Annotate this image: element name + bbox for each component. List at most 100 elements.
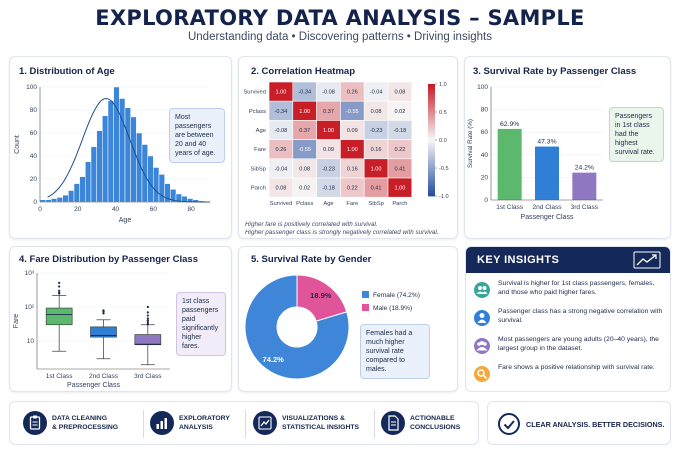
- outlier-point: [102, 309, 105, 312]
- outlier-point: [58, 285, 61, 288]
- heatmap-col-label: Fare: [346, 201, 358, 207]
- fare-distribution-panel: 4. Fare Distribution by Passenger Class …: [9, 246, 232, 392]
- heatmap-cell-label: -0.23: [322, 166, 335, 172]
- colorbar-segment: [428, 190, 435, 194]
- heatmap-col-label: Parch: [392, 201, 407, 207]
- histogram-bar: [141, 144, 148, 203]
- colorbar-segment: [428, 156, 435, 160]
- histogram-bar: [68, 190, 75, 203]
- colorbar-segment: [428, 86, 435, 90]
- heatmap-cell-label: 0.02: [394, 109, 405, 115]
- survival-class-panel-title: 3. Survival Rate by Passenger Class: [473, 66, 637, 77]
- colorbar-tick-label: 0.5: [439, 110, 447, 116]
- x-tick-label: 3rd Class: [571, 204, 599, 211]
- insight-text: Most passengers are young adults (20–40 …: [498, 336, 659, 352]
- colorbar-segment: [428, 151, 435, 155]
- footer-label: EXPLORATORY ANALYSIS: [179, 415, 230, 431]
- colorbar-tick-label: -1.0: [439, 194, 449, 200]
- bar-data-label: 62.9%: [500, 121, 519, 128]
- insight-item: Most passengers are young adults (20–40 …: [474, 335, 666, 362]
- gender-panel-title: 5. Survival Rate by Gender: [251, 254, 372, 265]
- colorbar-segment: [428, 128, 435, 132]
- y-tick-label: 60: [30, 130, 38, 137]
- box-body: [45, 307, 73, 326]
- histogram-bar: [62, 194, 69, 203]
- heatmap-cell: [387, 177, 413, 198]
- outlier-point: [146, 317, 149, 320]
- heatmap-cell-label: 1.00: [347, 147, 358, 153]
- colorbar-segment: [428, 112, 435, 116]
- histogram-bar: [130, 116, 137, 203]
- heatmap-col-label: Survived: [270, 201, 293, 207]
- y-tick-label: 40: [481, 152, 489, 159]
- heatmap-cell-label: 0.08: [394, 90, 405, 96]
- histogram-bar: [119, 98, 126, 203]
- histogram-bar: [96, 130, 103, 203]
- footer-label: DATA CLEANING & PREPROCESSING: [52, 415, 119, 431]
- y-tick-label: 10²: [25, 304, 35, 311]
- colorbar-segment: [428, 103, 435, 107]
- bar-data-label: 24.2%: [575, 165, 594, 172]
- histogram-bar: [102, 115, 109, 203]
- heatmap-cell-label: 0.41: [371, 186, 382, 192]
- age-panel-title: 1. Distribution of Age: [19, 66, 115, 77]
- x-tick-label: 20: [74, 206, 82, 213]
- y-tick-label: 40: [30, 153, 38, 160]
- x-axis-label: Passenger Class: [67, 382, 120, 389]
- histogram-bar: [158, 174, 165, 203]
- colorbar-segment: [428, 100, 435, 104]
- gender-note: Females had a much higher survival rate …: [360, 324, 430, 379]
- key-insights-panel: KEY INSIGHTS Survival is higher for 1st …: [465, 246, 671, 392]
- y-tick-label: 100: [477, 84, 488, 91]
- heatmap-row-label: Parch: [251, 186, 266, 192]
- colorbar-segment: [428, 187, 435, 191]
- histogram-bar: [124, 107, 131, 203]
- heatmap-cell-label: -0.34: [298, 90, 311, 96]
- heatmap-cell-label: 0.37: [323, 109, 334, 115]
- heatmap-cell-label: 0.02: [299, 186, 310, 192]
- document-icon: [381, 411, 405, 435]
- colorbar-segment: [428, 165, 435, 169]
- insight-item: Survival is higher for 1st class passeng…: [474, 279, 666, 306]
- page-title: EXPLORATORY DATA ANALYSIS – SAMPLE: [95, 6, 585, 30]
- legend-swatch: [362, 291, 369, 298]
- colorbar-segment: [428, 84, 435, 88]
- key-insights-header: KEY INSIGHTS: [466, 247, 670, 273]
- heatmap-col-label: Age: [323, 201, 333, 207]
- footer-label: VISUALIZATIONS & STATISTICAL INSIGHTS: [282, 415, 360, 431]
- heatmap-panel-title: 2. Correlation Heatmap: [251, 66, 355, 77]
- colorbar-segment: [428, 159, 435, 163]
- heatmap-cell-label: 1.00: [299, 109, 310, 115]
- colorbar-segment: [428, 168, 435, 172]
- heatmap-row-label: Survived: [243, 90, 266, 96]
- cta-text: CLEAR ANALYSIS. BETTER DECISIONS.: [526, 420, 665, 429]
- colorbar-segment: [428, 120, 435, 124]
- cta-banner: CLEAR ANALYSIS. BETTER DECISIONS.: [487, 401, 671, 445]
- colorbar-segment: [428, 137, 435, 141]
- class-bar: [497, 128, 522, 200]
- outlier-point: [58, 291, 61, 294]
- colorbar-segment: [428, 154, 435, 158]
- colorbar-tick-label: 0.0: [439, 138, 447, 144]
- box-body: [90, 326, 117, 338]
- heatmap-cell-label: 1.00: [323, 128, 334, 134]
- search-icon: [474, 366, 490, 382]
- x-tick-label: 1st Class: [46, 373, 73, 380]
- x-tick-label: 3rd Class: [134, 373, 162, 380]
- heatmap-cell-label: 0.16: [371, 147, 382, 153]
- colorbar-segment: [428, 134, 435, 138]
- insight-text: Survival is higher for 1st class passeng…: [498, 280, 655, 296]
- x-tick-label: 2nd Class: [89, 373, 119, 380]
- colorbar-segment: [428, 131, 435, 135]
- x-tick-label: 1st Class: [496, 204, 523, 211]
- slice-label: 18.9%: [310, 291, 332, 300]
- heatmap-cell-label: 0.22: [394, 147, 405, 153]
- histogram-bar: [39, 199, 46, 203]
- legend-swatch: [362, 304, 369, 311]
- heatmap-col-label: SibSp: [368, 201, 383, 207]
- histogram-bar: [56, 197, 63, 203]
- footer-divider: [374, 410, 375, 438]
- colorbar-tick-label: 1.0: [439, 82, 447, 88]
- age-note: Most passengers are between 20 and 40 ye…: [169, 108, 225, 163]
- key-insights-title: KEY INSIGHTS: [477, 254, 560, 266]
